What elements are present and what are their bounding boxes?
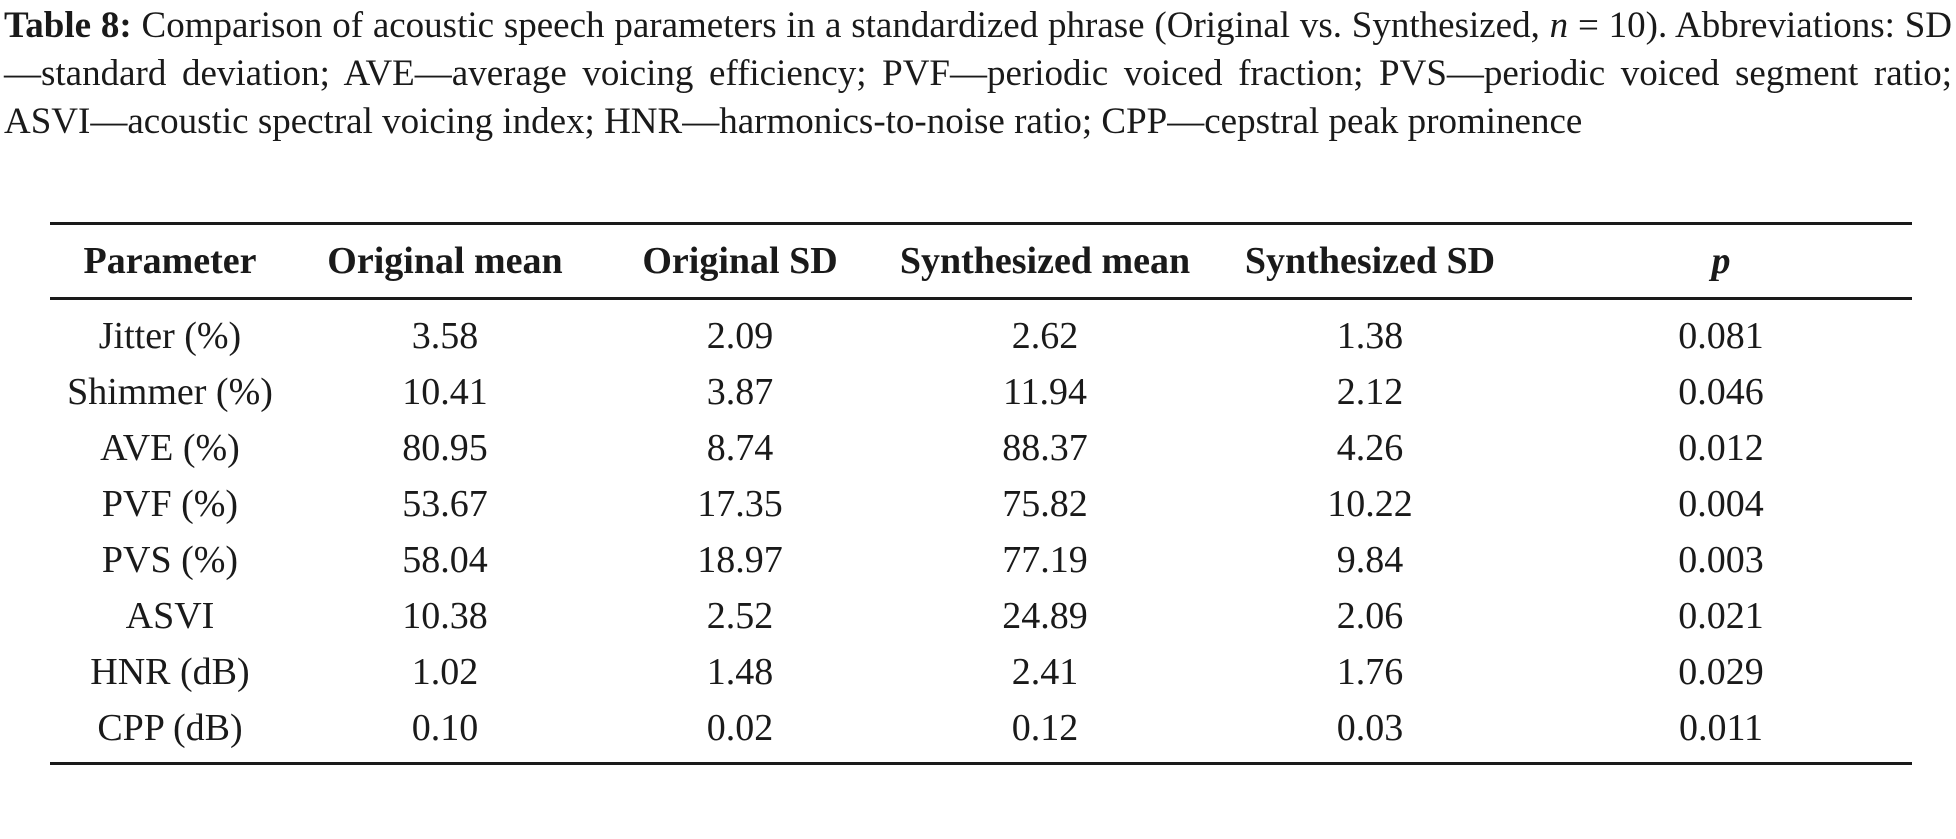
header-row: Parameter Original mean Original SD Synt… <box>50 222 1912 300</box>
table-row: Jitter (%) 3.58 2.09 2.62 1.38 0.081 <box>50 299 1912 365</box>
cell-p-value: 0.003 <box>1678 539 1764 581</box>
cell-parameter: ASVI <box>125 595 215 637</box>
cell-synthesized-sd: 2.06 <box>1336 595 1404 637</box>
caption-text: Comparison of acoustic speech parameters… <box>131 5 1550 46</box>
cell-synthesized-mean: 77.19 <box>1002 539 1088 581</box>
table-row: AVE (%) 80.95 8.74 88.37 4.26 0.012 <box>50 420 1912 476</box>
cell-original-mean: 10.38 <box>402 595 488 637</box>
cell-p-value: 0.004 <box>1678 483 1764 525</box>
cell-p-value: 0.012 <box>1678 427 1764 469</box>
cell-original-sd: 1.48 <box>706 651 774 693</box>
cell-original-mean: 0.10 <box>290 700 600 765</box>
cell-original-sd: 0.02 <box>600 700 880 765</box>
cell-parameter: CPP (dB) <box>50 700 290 765</box>
cell-synthesized-sd: 2.12 <box>1336 371 1404 413</box>
cell-synthesized-mean: 0.12 <box>880 700 1210 765</box>
cell-original-mean: 1.02 <box>411 651 479 693</box>
cell-original-mean: 3.58 <box>411 315 479 357</box>
table-row: PVS (%) 58.04 18.97 77.19 9.84 0.003 <box>50 532 1912 588</box>
cell-parameter: AVE (%) <box>100 427 240 469</box>
table-body: Jitter (%) 3.58 2.09 2.62 1.38 0.081 Shi… <box>50 299 1912 765</box>
table-row: Shimmer (%) 10.41 3.87 11.94 2.12 0.046 <box>50 364 1912 420</box>
cell-original-sd: 3.87 <box>706 371 774 413</box>
cell-synthesized-sd: 4.26 <box>1336 427 1404 469</box>
column-header-original-sd: Original SD <box>600 222 880 300</box>
cell-parameter: PVS (%) <box>101 539 239 581</box>
cell-synthesized-sd: 10.22 <box>1327 483 1413 525</box>
table-row: CPP (dB) 0.10 0.02 0.12 0.03 0.011 <box>50 700 1912 765</box>
cell-synthesized-mean: 24.89 <box>1002 595 1088 637</box>
cell-p-value: 0.021 <box>1678 595 1764 637</box>
cell-original-sd: 17.35 <box>697 483 783 525</box>
cell-original-mean: 53.67 <box>402 483 488 525</box>
cell-synthesized-sd: 1.38 <box>1336 315 1404 357</box>
column-header-original-mean: Original mean <box>290 222 600 300</box>
cell-p-value: 0.029 <box>1678 651 1764 693</box>
cell-parameter: HNR (dB) <box>90 651 250 693</box>
column-header-synthesized-mean: Synthesized mean <box>880 222 1210 300</box>
cell-original-sd: 2.52 <box>706 595 774 637</box>
table-row: PVF (%) 53.67 17.35 75.82 10.22 0.004 <box>50 476 1912 532</box>
table-header: Parameter Original mean Original SD Synt… <box>50 222 1912 300</box>
table-caption: Table 8: Comparison of acoustic speech p… <box>4 2 1952 146</box>
cell-parameter: Shimmer (%) <box>67 371 273 413</box>
cell-parameter: Jitter (%) <box>98 315 242 357</box>
table-row: ASVI 10.38 2.52 24.89 2.06 0.021 <box>50 588 1912 644</box>
column-header-parameter: Parameter <box>50 222 290 300</box>
cell-synthesized-sd: 1.76 <box>1336 651 1404 693</box>
cell-original-sd: 8.74 <box>706 427 774 469</box>
column-header-p-value: p <box>1530 222 1912 300</box>
cell-synthesized-mean: 2.62 <box>1011 315 1079 357</box>
table-row: HNR (dB) 1.02 1.48 2.41 1.76 0.029 <box>50 644 1912 700</box>
parameters-table: Parameter Original mean Original SD Synt… <box>50 222 1912 765</box>
cell-synthesized-mean: 75.82 <box>1002 483 1088 525</box>
cell-original-mean: 80.95 <box>402 427 488 469</box>
table-label: Table 8: <box>4 5 132 46</box>
cell-original-mean: 58.04 <box>402 539 488 581</box>
cell-synthesized-mean: 88.37 <box>1002 427 1088 469</box>
cell-original-mean: 10.41 <box>402 371 488 413</box>
cell-parameter: PVF (%) <box>101 483 239 525</box>
cell-synthesized-mean: 11.94 <box>1002 371 1088 413</box>
cell-p-value: 0.046 <box>1678 371 1764 413</box>
cell-synthesized-mean: 2.41 <box>1011 651 1079 693</box>
cell-synthesized-sd: 0.03 <box>1210 700 1530 765</box>
cell-p-value: 0.081 <box>1678 315 1764 357</box>
column-header-synthesized-sd: Synthesized SD <box>1210 222 1530 300</box>
cell-p-value: 0.011 <box>1530 700 1912 765</box>
cell-original-sd: 18.97 <box>697 539 783 581</box>
caption-n-symbol: n <box>1549 5 1569 46</box>
caption-text-continued: = 10). Abbreviations: SD—standard deviat… <box>4 5 1953 142</box>
cell-original-sd: 2.09 <box>706 315 774 357</box>
cell-synthesized-sd: 9.84 <box>1336 539 1404 581</box>
